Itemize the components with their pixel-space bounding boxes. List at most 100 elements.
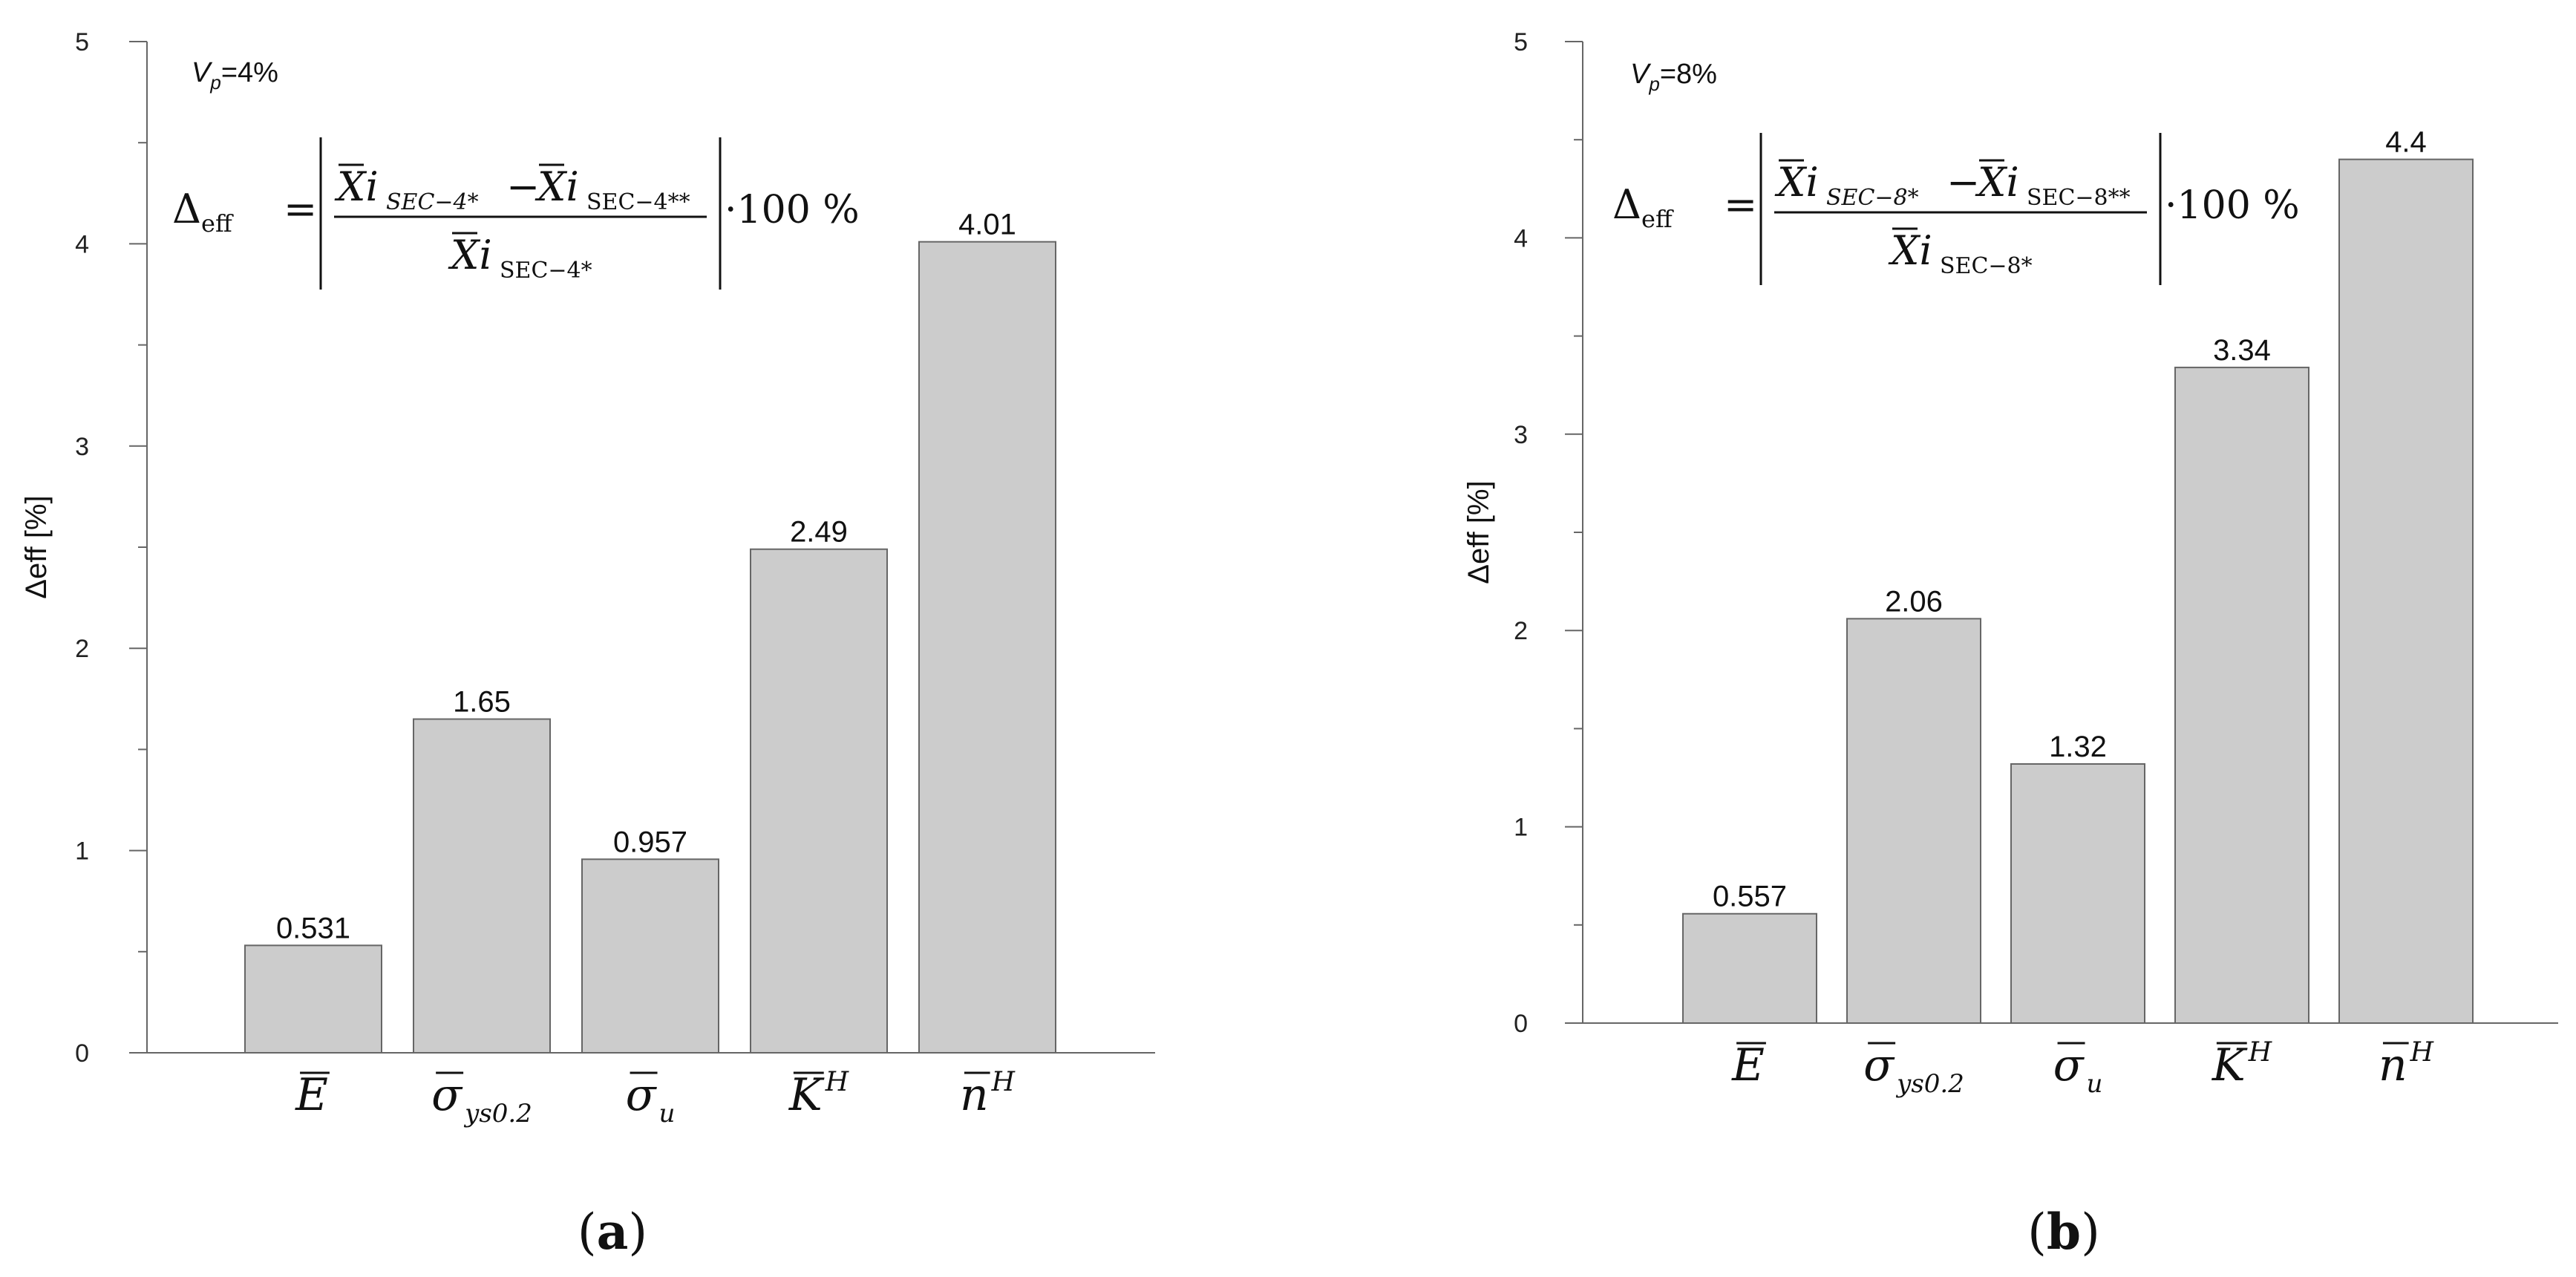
panel-label-close: ) (2081, 1203, 2100, 1261)
y-tick-label: 4 (1514, 224, 1528, 252)
bar (1846, 618, 1981, 1024)
x-category-label: E (295, 1069, 330, 1121)
category-symbol: K (788, 1069, 825, 1121)
numerator-term-b-sub: SEC−8** (2027, 185, 2131, 211)
formula-factor: ·100 % (725, 188, 860, 232)
y-tick-label: 4 (75, 230, 89, 258)
numerator-term-a: Xi (334, 163, 379, 210)
y-tick-label: 2 (1514, 617, 1528, 645)
category-symbol: E (1731, 1039, 1765, 1091)
category-symbol: σ (1863, 1039, 1895, 1091)
panel-label-open: ( (2027, 1203, 2047, 1261)
y-axis-label: Δeff [%] (20, 495, 53, 598)
category-symbol: n (960, 1069, 989, 1121)
y-tick-label: 3 (75, 433, 89, 461)
category-superscript: H (2410, 1037, 2434, 1068)
vp-value: =4% (221, 57, 278, 88)
formula-equals: = (284, 186, 317, 232)
y-tick-label: 2 (75, 635, 89, 663)
y-tick-label: 1 (1514, 814, 1528, 842)
x-category-label: σ ys0.2 (431, 1069, 532, 1129)
category-superscript: H (991, 1067, 1016, 1097)
category-symbol: σ (626, 1069, 658, 1121)
bar (2338, 158, 2474, 1024)
denominator-term: Xi (448, 232, 492, 278)
formula-delta: Δ (1612, 181, 1641, 228)
category-symbol: σ (431, 1069, 463, 1121)
formula-lhs: Δeff (1612, 181, 1674, 233)
vp-symbol: V (1630, 59, 1652, 90)
category-symbol: K (2211, 1039, 2248, 1091)
y-tick-label: 3 (1514, 421, 1528, 449)
data-label: 3.34 (2213, 334, 2271, 367)
formula-lhs: Δeff (172, 186, 234, 238)
y-tick-label: 5 (1514, 28, 1528, 56)
y-label-symbol: Δ (1462, 564, 1495, 584)
y-axis-label: Δeff [%] (1462, 480, 1495, 584)
bar (750, 548, 888, 1054)
vp-subscript: p (1648, 73, 1659, 95)
category-subscript: u (659, 1099, 676, 1129)
data-label: 4.01 (958, 209, 1016, 241)
category-symbol: E (295, 1069, 328, 1121)
y-tick-label: 5 (75, 28, 89, 56)
bar (2010, 762, 2145, 1024)
vp-annotation: Vp=4% (192, 57, 278, 94)
formula-delta-sub: eff (1641, 205, 1674, 233)
bar (1682, 912, 1817, 1025)
numerator-term-b: Xi (1975, 159, 2019, 206)
panel-label-letter: a (597, 1203, 629, 1261)
denominator-term-sub: SEC−4* (500, 258, 592, 284)
category-symbol: n (2379, 1039, 2407, 1091)
y-label-text: eff [%] (20, 495, 53, 579)
category-subscript: ys0.2 (463, 1099, 532, 1129)
y-tick-label: 0 (75, 1039, 89, 1068)
category-superscript: H (825, 1067, 849, 1097)
data-label: 0.531 (276, 912, 350, 944)
category-superscript: H (2248, 1037, 2272, 1068)
panel-label-open: ( (578, 1203, 597, 1261)
bar (581, 858, 719, 1054)
formula-delta-sub: eff (201, 209, 234, 238)
numerator-minus: − (1946, 159, 1980, 206)
numerator-term-b: Xi (535, 163, 579, 210)
data-label: 0.557 (1713, 881, 1787, 913)
denominator-term: Xi (1888, 227, 1932, 274)
numerator-term-a-sub: SEC−8* (1826, 185, 1919, 211)
data-label: 2.49 (790, 516, 848, 549)
panel-label-close: ) (628, 1203, 647, 1261)
delta-formula: Δeff = Xi SEC−4* −Xi SEC−4**Xi SEC−4*·100 % (172, 137, 860, 290)
vp-annotation: Vp=8% (1630, 59, 1717, 95)
category-subscript: ys0.2 (1895, 1069, 1964, 1099)
category-symbol: σ (2053, 1039, 2085, 1091)
data-label: 0.957 (613, 826, 687, 858)
delta-formula: Δeff = Xi SEC−8* −Xi SEC−8**Xi SEC−8*·100 % (1612, 133, 2300, 285)
panel-label-letter: b (2047, 1203, 2081, 1261)
vp-value: =8% (1660, 59, 1717, 90)
category-subscript: u (2087, 1069, 2103, 1099)
x-category-label: σ ys0.2 (1863, 1039, 1964, 1099)
y-label-text: eff [%] (1462, 480, 1495, 564)
data-label: 2.06 (1885, 585, 1943, 618)
formula-factor: ·100 % (2165, 183, 2300, 228)
bar (918, 241, 1056, 1054)
vp-subscript: p (209, 71, 220, 94)
data-label: 4.4 (2385, 126, 2427, 159)
bar (2174, 366, 2309, 1024)
bar (244, 944, 382, 1054)
y-tick-label: 1 (75, 837, 89, 866)
numerator-term-a: Xi (1774, 159, 1819, 206)
formula-delta: Δ (172, 186, 201, 232)
denominator-term-sub: SEC−8* (1940, 253, 2033, 279)
bar (413, 718, 551, 1054)
y-label-symbol: Δ (20, 579, 53, 599)
